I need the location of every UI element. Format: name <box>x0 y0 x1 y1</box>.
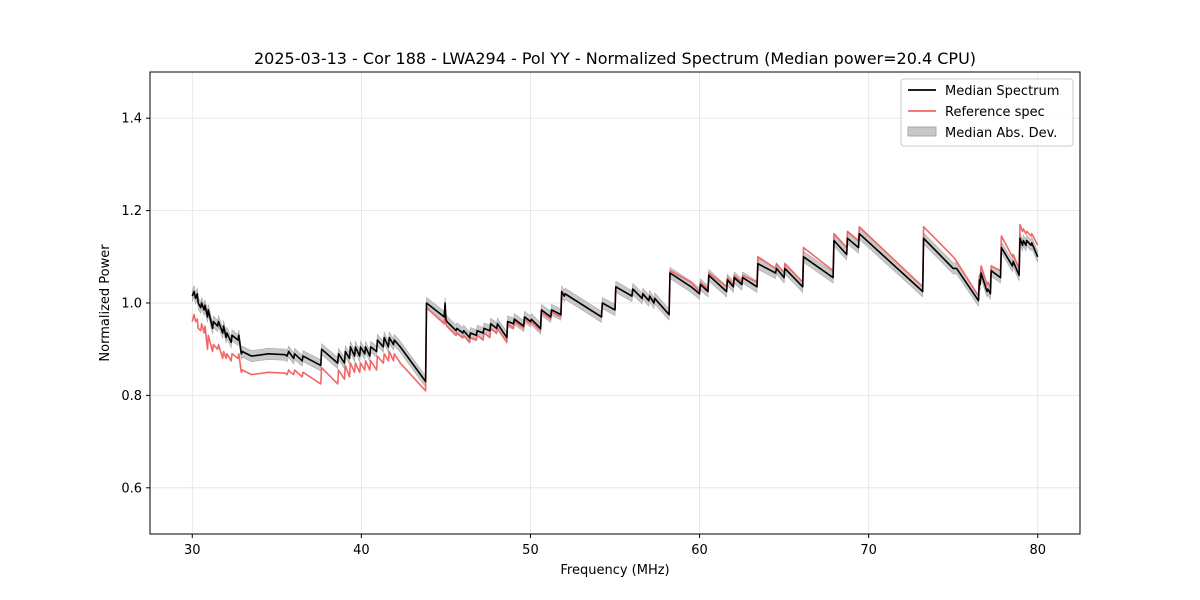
x-tick-label: 60 <box>691 543 708 558</box>
y-axis-label: Normalized Power <box>98 244 113 362</box>
legend-mad-swatch <box>907 126 937 137</box>
y-tick-label: 1.4 <box>121 112 142 127</box>
legend: Median Spectrum Reference spec Median Ab… <box>900 78 1074 147</box>
x-tick-label: 50 <box>522 543 539 558</box>
legend-reference-label: Reference spec <box>945 105 1045 120</box>
x-tick-label: 40 <box>353 543 370 558</box>
y-tick-label: 0.6 <box>121 481 142 496</box>
median-spectrum-line <box>191 232 1039 383</box>
legend-median-label: Median Spectrum <box>945 84 1059 99</box>
y-axis-ticks: 0.6 0.8 1.0 1.2 1.4 <box>121 112 150 496</box>
legend-box <box>900 78 1074 147</box>
x-tick-label: 70 <box>860 543 877 558</box>
x-tick-label: 30 <box>184 543 201 558</box>
y-tick-label: 0.8 <box>121 389 142 404</box>
x-tick-label: 80 <box>1029 543 1046 558</box>
y-tick-label: 1.0 <box>121 297 142 312</box>
legend-mad-label: Median Abs. Dev. <box>945 126 1057 141</box>
x-axis-ticks: 30 40 50 60 70 80 <box>184 534 1046 558</box>
reference-spectrum-line <box>191 223 1039 392</box>
x-axis-label: Frequency (MHz) <box>560 563 669 578</box>
reference-series-layer <box>191 223 1039 392</box>
chart-title: 2025-03-13 - Cor 188 - LWA294 - Pol YY -… <box>254 49 976 68</box>
y-tick-label: 1.2 <box>121 204 142 219</box>
median-series-layer <box>191 232 1039 383</box>
